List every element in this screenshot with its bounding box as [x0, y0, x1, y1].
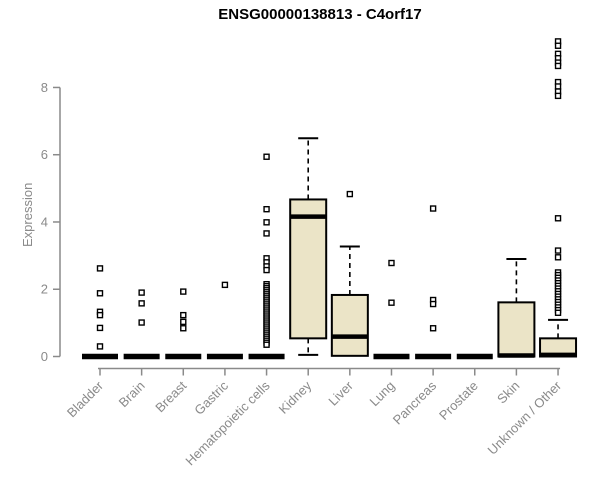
x-axis-label: Lung [367, 378, 398, 409]
x-axis-label: Pancreas [390, 378, 440, 428]
collapsed-box [373, 353, 410, 360]
outlier-point [138, 319, 145, 326]
collapsed-box [456, 353, 493, 360]
y-tick-label: 0 [41, 349, 48, 364]
outlier-point [346, 190, 354, 198]
outlier-point [554, 215, 562, 222]
outlier-point [388, 299, 395, 306]
outlier-point [263, 219, 270, 226]
outlier-point [388, 259, 395, 267]
outlier-point [554, 309, 562, 316]
x-axis-label: Gastric [191, 378, 231, 418]
outlier-point [263, 230, 270, 237]
outlier-point [138, 289, 145, 296]
x-axis-label: Bladder [64, 378, 107, 421]
collapsed-box [165, 353, 202, 360]
outlier-point [554, 83, 562, 90]
chart-title: ENSG00000138813 - C4orf17 [218, 6, 422, 23]
outlier-point [180, 318, 187, 326]
outlier-point [180, 288, 187, 295]
x-axis-label: Breast [152, 378, 189, 415]
collapsed-box [206, 353, 243, 360]
outlier-point [554, 92, 562, 100]
x-axis-label: Kidney [276, 378, 315, 417]
y-tick-label: 6 [41, 147, 48, 162]
box [289, 198, 328, 340]
collapsed-box [123, 353, 160, 360]
outlier-point [138, 300, 145, 307]
outlier-point [263, 341, 270, 348]
outlier-point [263, 153, 270, 160]
outlier-point [554, 247, 562, 254]
x-axis-label: Prostate [436, 378, 481, 423]
outlier-point [263, 206, 270, 213]
collapsed-box [415, 353, 452, 360]
x-axis-label: Skin [494, 378, 522, 406]
outlier-point [96, 324, 104, 332]
outlier-point [96, 311, 104, 319]
y-axis-title: Expression [20, 182, 35, 247]
x-axis-label: Liver [325, 378, 356, 409]
outlier-point [221, 281, 229, 289]
y-tick-label: 2 [41, 282, 48, 297]
outlier-point [180, 311, 187, 319]
collapsed-box [248, 353, 285, 360]
box [330, 293, 369, 357]
outlier-point [96, 343, 104, 350]
outlier-point [180, 325, 187, 332]
outlier-point [96, 265, 104, 272]
outlier-point [554, 42, 562, 49]
outlier-point [429, 325, 437, 332]
outlier-point [429, 300, 437, 308]
x-axis-label: Unknown / Other [485, 378, 565, 458]
collapsed-box [82, 353, 118, 360]
y-tick-label: 4 [41, 214, 48, 229]
outlier-point [554, 254, 562, 261]
outlier-point [96, 290, 104, 297]
y-tick-label: 8 [41, 80, 48, 95]
outlier-point [263, 266, 270, 274]
x-axis-label: Brain [116, 378, 148, 410]
box [497, 301, 536, 358]
outlier-point [429, 205, 437, 212]
outlier-point [554, 62, 562, 70]
